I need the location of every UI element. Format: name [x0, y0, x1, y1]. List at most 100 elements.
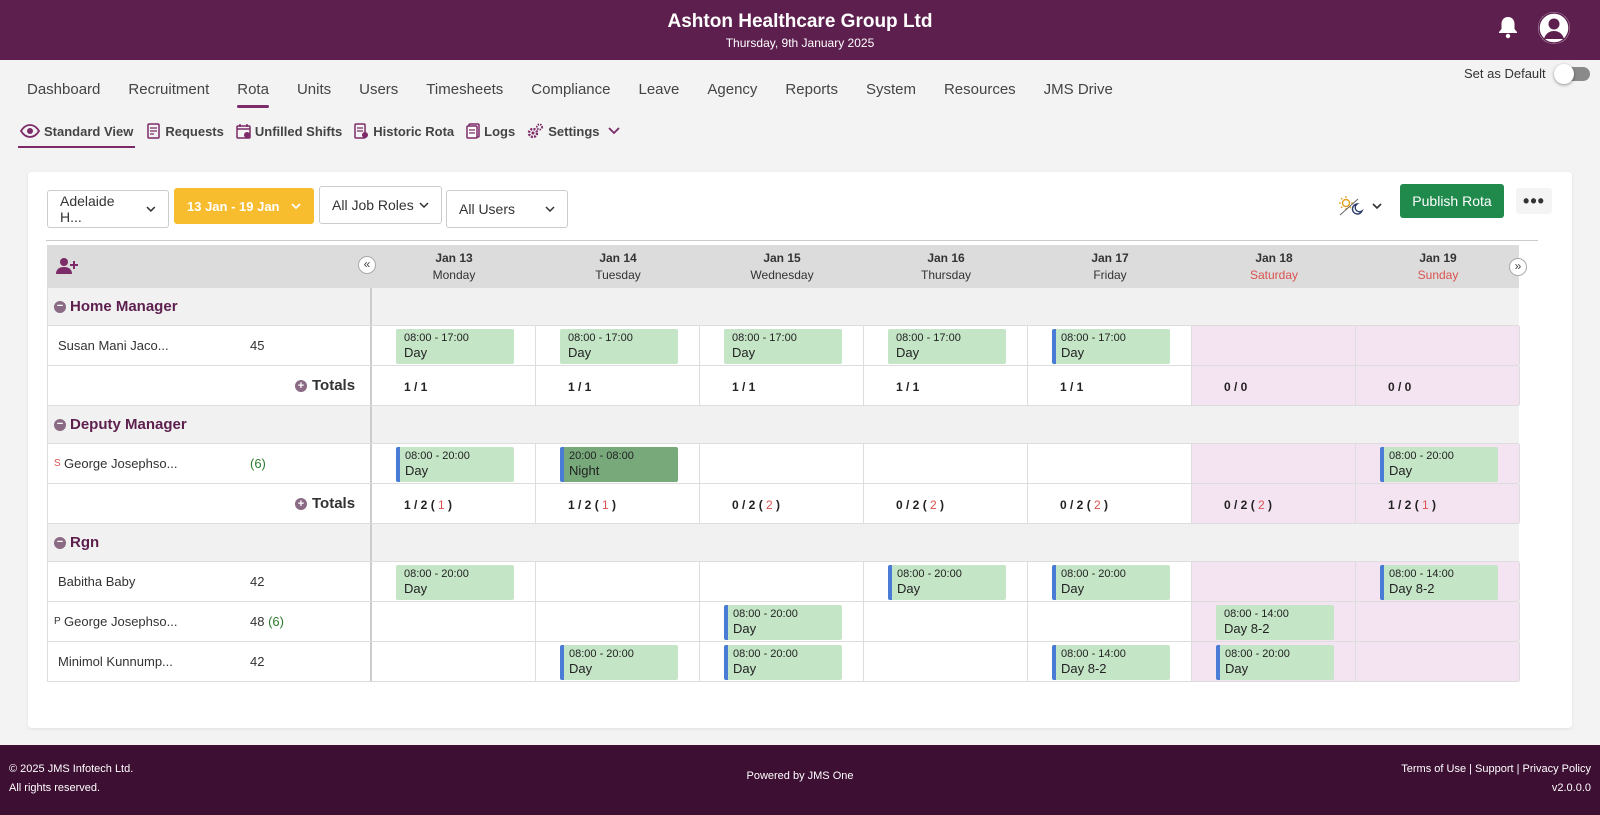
day-cell[interactable]: 0 / 0 [1356, 366, 1520, 405]
shift-block[interactable]: 08:00 - 20:00 Day [1216, 645, 1334, 680]
nav-timesheets[interactable]: Timesheets [426, 81, 504, 98]
day-cell[interactable] [1356, 602, 1520, 641]
day-cell[interactable]: 1 / 1 [372, 366, 536, 405]
subnav-settings[interactable]: Settings [527, 118, 623, 144]
subnav-unfilled-shifts[interactable]: Unfilled Shifts [236, 118, 342, 144]
day-cell[interactable] [536, 602, 700, 641]
nav-users[interactable]: Users [359, 81, 399, 98]
day-cell[interactable]: 0 / 2 ( 2 ) [1028, 484, 1192, 523]
employee-name[interactable]: George Josephso... [64, 456, 178, 471]
day-cell[interactable] [1028, 602, 1192, 641]
totals-toggle[interactable]: + Totals [295, 377, 355, 394]
day-cell[interactable]: 1 / 1 [700, 366, 864, 405]
day-cell[interactable]: 08:00 - 20:00 Day [536, 642, 700, 681]
shift-block[interactable]: 08:00 - 14:00 Day 8-2 [1052, 645, 1170, 680]
subnav-historic-rota[interactable]: Historic Rota [354, 118, 454, 144]
unit-select[interactable]: Adelaide H... [47, 190, 169, 228]
footer-links[interactable]: Terms of Use | Support | Privacy Policy [1401, 763, 1591, 775]
day-night-toggle[interactable] [1338, 194, 1386, 218]
shift-block[interactable]: 08:00 - 20:00 Day [396, 565, 514, 600]
day-cell[interactable]: 08:00 - 14:00 Day 8-2 [1192, 602, 1356, 641]
day-cell[interactable] [700, 562, 864, 601]
day-cell[interactable]: 0 / 2 ( 2 ) [864, 484, 1028, 523]
day-cell[interactable] [864, 602, 1028, 641]
day-cell[interactable]: 08:00 - 17:00 Day [864, 326, 1028, 365]
nav-rota[interactable]: Rota [223, 80, 283, 110]
day-cell[interactable]: 08:00 - 20:00 Day [700, 642, 864, 681]
nav-reports[interactable]: Reports [785, 81, 838, 98]
shift-block[interactable]: 08:00 - 17:00 Day [724, 329, 842, 364]
day-cell[interactable] [1192, 562, 1356, 601]
nav-resources[interactable]: Resources [943, 81, 1016, 98]
day-cell[interactable]: 08:00 - 17:00 Day [700, 326, 864, 365]
day-cell[interactable] [864, 642, 1028, 681]
date-range-select[interactable]: 13 Jan - 19 Jan [174, 188, 314, 224]
shift-block[interactable]: 08:00 - 14:00 Day 8-2 [1380, 565, 1498, 600]
more-options-button[interactable]: ••• [1516, 188, 1552, 214]
day-cell[interactable]: 1 / 2 ( 1 ) [372, 484, 536, 523]
shift-block[interactable]: 08:00 - 17:00 Day [888, 329, 1006, 364]
day-cell[interactable]: 1 / 2 ( 1 ) [1356, 484, 1520, 523]
users-select[interactable]: All Users [446, 190, 568, 228]
nav-leave[interactable]: Leave [638, 81, 680, 98]
day-cell[interactable] [1192, 444, 1356, 483]
nav-agency[interactable]: Agency [707, 81, 758, 98]
nav-units[interactable]: Units [296, 81, 332, 98]
shift-block[interactable]: 08:00 - 14:00 Day 8-2 [1216, 605, 1334, 640]
day-cell[interactable] [1028, 444, 1192, 483]
day-cell[interactable]: 0 / 2 ( 2 ) [1192, 484, 1356, 523]
totals-toggle[interactable]: + Totals [295, 495, 355, 512]
shift-block[interactable]: 08:00 - 20:00 Day [1380, 447, 1498, 482]
employee-name[interactable]: Babitha Baby [58, 574, 136, 589]
nav-jms-drive[interactable]: JMS Drive [1043, 81, 1113, 98]
expand-icon[interactable]: + [295, 379, 307, 392]
shift-block[interactable]: 08:00 - 17:00 Day [1052, 329, 1170, 364]
group-title[interactable]: − Deputy Manager [54, 416, 187, 433]
day-cell[interactable] [864, 444, 1028, 483]
collapse-icon[interactable]: − [54, 536, 66, 549]
collapse-icon[interactable]: − [54, 300, 66, 313]
day-cell[interactable]: 08:00 - 20:00 Day [700, 602, 864, 641]
day-cell[interactable]: 1 / 1 [1028, 366, 1192, 405]
shift-block[interactable]: 08:00 - 17:00 Day [396, 329, 514, 364]
group-title[interactable]: − Rgn [54, 534, 99, 551]
shift-block[interactable]: 08:00 - 20:00 Day [724, 605, 842, 640]
nav-system[interactable]: System [865, 81, 916, 98]
day-cell[interactable]: 08:00 - 14:00 Day 8-2 [1028, 642, 1192, 681]
day-cell[interactable] [1192, 326, 1356, 365]
day-cell[interactable]: 08:00 - 14:00 Day 8-2 [1356, 562, 1520, 601]
nav-compliance[interactable]: Compliance [531, 81, 611, 98]
day-cell[interactable]: 20:00 - 08:00 Night [536, 444, 700, 483]
day-cell[interactable]: 0 / 0 [1192, 366, 1356, 405]
shift-block[interactable]: 08:00 - 20:00 Day [396, 447, 514, 482]
day-cell[interactable]: 08:00 - 20:00 Day [372, 562, 536, 601]
set-default-toggle[interactable] [1553, 63, 1590, 84]
shift-block[interactable]: 08:00 - 20:00 Day [560, 645, 678, 680]
day-cell[interactable] [700, 444, 864, 483]
collapse-icon[interactable]: − [54, 418, 66, 431]
employee-name[interactable]: Susan Mani Jaco... [58, 338, 169, 353]
day-cell[interactable]: 08:00 - 17:00 Day [536, 326, 700, 365]
subnav-standard-view[interactable]: Standard View [18, 118, 136, 148]
shift-block[interactable]: 08:00 - 17:00 Day [560, 329, 678, 364]
subnav-requests[interactable]: Requests [147, 118, 224, 144]
nav-dashboard[interactable]: Dashboard [27, 81, 101, 98]
employee-name[interactable]: George Josephso... [64, 614, 178, 629]
day-cell[interactable]: 08:00 - 17:00 Day [1028, 326, 1192, 365]
add-user-icon[interactable] [56, 257, 78, 275]
shift-block[interactable]: 08:00 - 20:00 Day [724, 645, 842, 680]
day-cell[interactable]: 08:00 - 20:00 Day [1192, 642, 1356, 681]
day-cell[interactable]: 1 / 1 [864, 366, 1028, 405]
day-cell[interactable] [1356, 642, 1520, 681]
day-cell[interactable]: 1 / 2 ( 1 ) [536, 484, 700, 523]
previous-week-button[interactable]: « [358, 256, 376, 274]
expand-icon[interactable]: + [295, 497, 307, 510]
job-roles-select[interactable]: All Job Roles [319, 186, 442, 224]
day-cell[interactable]: 08:00 - 17:00 Day [372, 326, 536, 365]
day-cell[interactable] [1356, 326, 1520, 365]
day-cell[interactable] [372, 642, 536, 681]
avatar[interactable] [1538, 12, 1570, 44]
day-cell[interactable]: 08:00 - 20:00 Day [864, 562, 1028, 601]
shift-block[interactable]: 08:00 - 20:00 Day [1052, 565, 1170, 600]
day-cell[interactable]: 1 / 1 [536, 366, 700, 405]
